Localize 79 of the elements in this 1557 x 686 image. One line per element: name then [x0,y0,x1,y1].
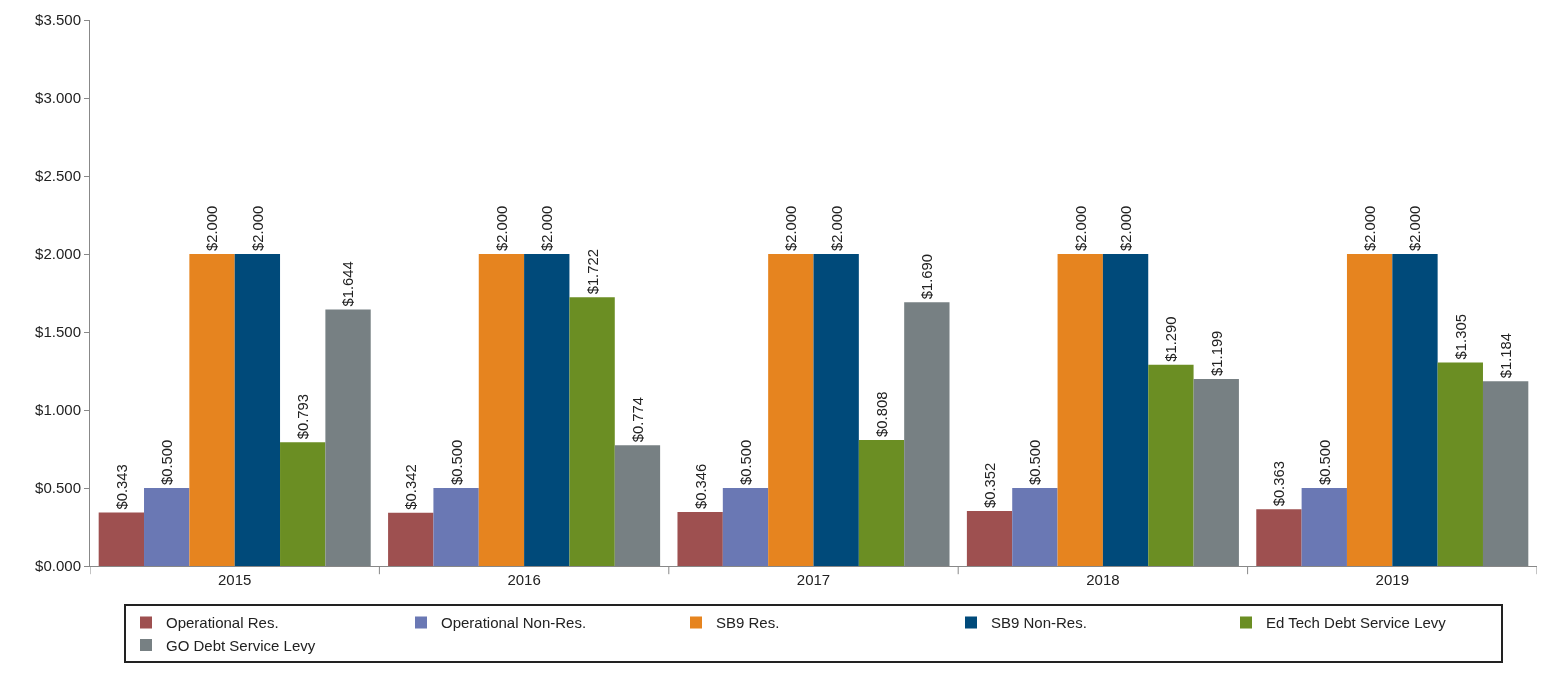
data-label: $0.500 [737,439,754,485]
y-tick-label: $0.000 [35,557,81,575]
bar [1437,362,1483,566]
legend-label: Ed Tech Debt Service Levy [1266,614,1447,632]
y-tick-label: $2.000 [35,245,81,263]
data-label: $0.500 [1316,439,1333,485]
bar [1057,254,1103,566]
x-tick-label: 2018 [1086,571,1120,588]
bar [569,297,615,566]
bar [904,302,950,566]
bar [1256,509,1302,566]
data-label: $2.000 [828,205,845,251]
x-tick-label: 2019 [1375,571,1409,588]
bar [677,512,723,566]
data-label: $0.500 [448,439,465,485]
data-label: $0.342 [403,464,420,510]
y-tick-label: $3.500 [35,11,81,29]
data-label: $1.722 [584,249,601,295]
bar [1148,364,1194,566]
legend-label: Operational Non-Res. [441,614,587,632]
bar [144,488,190,566]
bar [1102,254,1149,566]
legend-label: GO Debt Service Levy [166,636,316,654]
x-tick-label: 2016 [507,571,541,588]
bar [768,254,814,566]
bar [189,254,235,566]
data-label: $0.343 [113,464,130,510]
data-label: $1.184 [1498,332,1515,379]
bar [433,488,479,566]
bar [98,512,145,566]
data-label: $2.000 [539,205,556,251]
bar [1012,488,1058,566]
bar [858,439,905,566]
data-label: $1.644 [340,261,357,307]
y-tick-label: $1.000 [35,401,81,419]
bar [1301,488,1347,566]
data-label: $1.305 [1452,314,1469,360]
x-tick-label: 2015 [218,571,252,588]
data-label: $2.000 [204,205,221,251]
data-label: $0.352 [981,462,998,509]
bar [1482,381,1529,566]
bar [478,254,525,566]
y-tick-label: $1.500 [35,323,81,341]
bar [388,512,434,566]
bar [1193,378,1239,566]
data-label: $0.500 [159,439,176,485]
data-label: $1.690 [919,254,936,300]
bar [722,488,769,566]
data-label: $2.000 [249,205,266,251]
x-tick-label: 2017 [796,571,831,588]
data-label: $1.199 [1208,330,1225,376]
data-label: $0.808 [873,391,890,437]
y-tick-label: $0.500 [35,479,81,497]
legend-label: Operational Res. [166,614,279,632]
data-label: $2.000 [1118,205,1134,251]
data-label: $2.000 [1362,205,1379,251]
bar [234,254,281,566]
data-label: $0.774 [629,396,646,443]
data-label: $2.000 [493,205,510,251]
bar [813,254,859,566]
data-label: $1.290 [1163,316,1180,362]
bar [966,511,1013,566]
bar [1392,254,1438,566]
data-label: $0.363 [1271,461,1288,507]
bar [1346,254,1393,566]
legend-label: SB9 Res. [716,614,780,632]
y-tick-label: $3.000 [35,89,81,107]
data-label: $0.346 [692,463,709,510]
bar [614,445,661,566]
data-label: $0.793 [295,393,312,440]
data-label: $0.500 [1027,439,1044,485]
bar [280,442,326,566]
data-label: $2.000 [1072,205,1089,251]
data-label: $2.000 [1407,205,1424,251]
data-label: $2.000 [783,205,800,251]
bar [524,254,570,566]
bar [325,309,371,566]
y-tick-label: $2.500 [35,167,81,185]
legend-label: SB9 Non-Res. [991,614,1087,632]
